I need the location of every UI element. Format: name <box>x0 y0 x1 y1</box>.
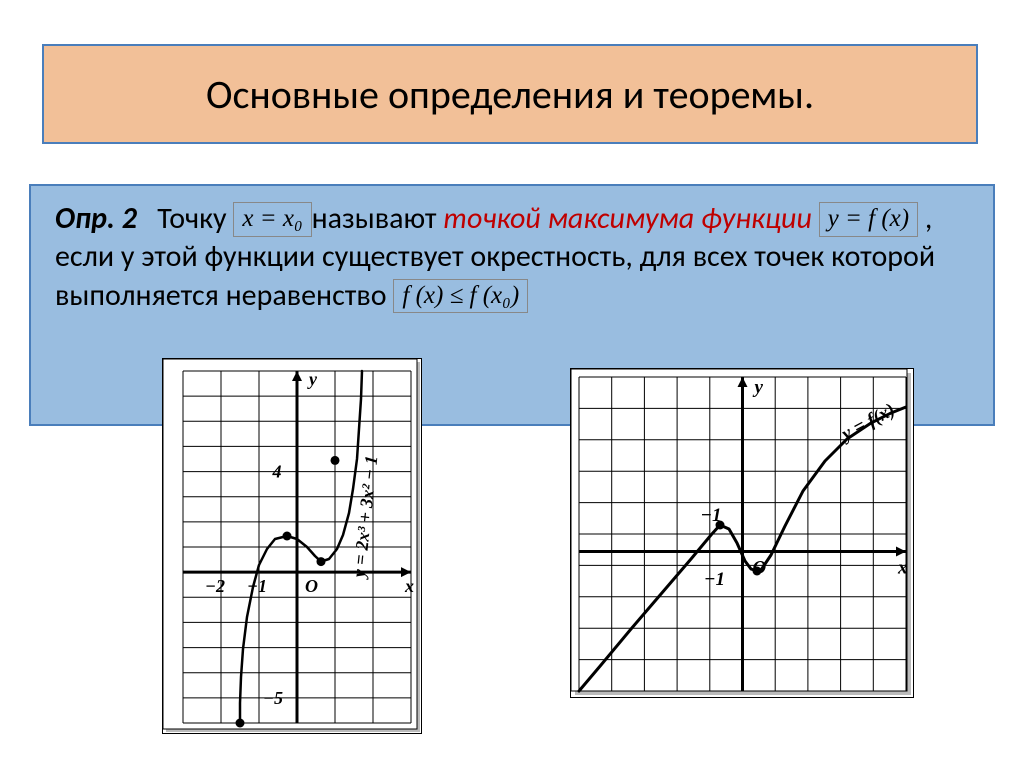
formula-inequality: f (x) ≤ f (x₀) <box>393 279 528 314</box>
svg-text:−1: −1 <box>247 576 267 596</box>
chart-piecewise: −1−1yxOy = f(x) <box>570 368 914 698</box>
formula-x-eq-x0: x = x₀ <box>233 202 311 237</box>
svg-text:y: y <box>753 377 764 398</box>
definition-label: Опр. 2 <box>55 200 137 237</box>
svg-text:−1: −1 <box>700 505 721 526</box>
chart-cubic: −2−14−5yxOy = 2x³ + 3x² − 1 <box>162 358 422 734</box>
title-box: Основные определения и теоремы. <box>42 44 978 144</box>
svg-text:O: O <box>305 576 318 596</box>
slide-title: Основные определения и теоремы. <box>206 70 814 119</box>
definition-text-1b: Точку <box>157 200 226 237</box>
chart-cubic-svg: −2−14−5yxOy = 2x³ + 3x² − 1 <box>163 359 423 735</box>
svg-text:x: x <box>404 576 414 596</box>
svg-text:−5: −5 <box>263 688 283 708</box>
svg-text:−2: −2 <box>205 576 225 596</box>
definition-text-1 <box>144 200 158 237</box>
svg-text:4: 4 <box>272 462 282 482</box>
svg-text:x: x <box>897 557 908 578</box>
definition-text-2: называют <box>312 200 437 237</box>
svg-text:y: y <box>307 369 318 389</box>
chart-piecewise-svg: −1−1yxOy = f(x) <box>571 369 915 699</box>
definition-term: точкой максимума функции <box>443 200 812 237</box>
slide: Основные определения и теоремы. Опр. 2 Т… <box>0 0 1024 768</box>
svg-text:−1: −1 <box>704 569 725 590</box>
svg-text:O: O <box>753 557 767 578</box>
formula-y-eq-fx: y = f (x) <box>819 202 918 237</box>
